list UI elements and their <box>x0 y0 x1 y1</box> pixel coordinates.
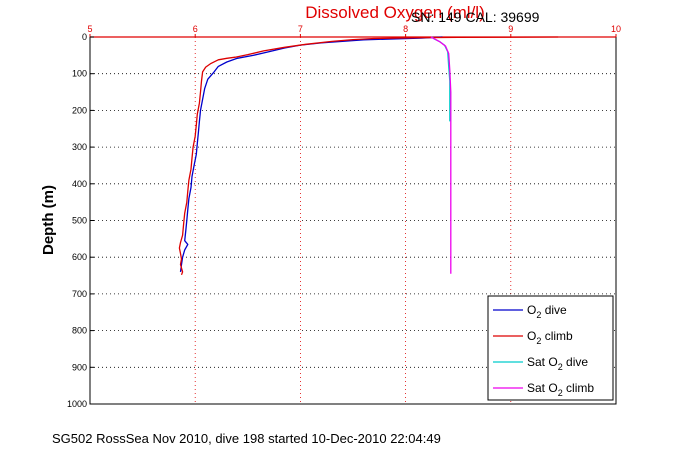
y-axis-label: Depth (m) <box>40 185 57 255</box>
x-tick-label: 5 <box>87 24 92 34</box>
series <box>178 36 559 276</box>
y-tick-label: 400 <box>72 179 87 189</box>
series-line-1 <box>178 36 559 276</box>
x-tick-label: 7 <box>298 24 303 34</box>
legend-entry: Sat O2 dive <box>527 355 588 372</box>
x-tick-label: 10 <box>611 24 621 34</box>
legend-entry: Sat O2 climb <box>527 381 594 398</box>
x-tick-label: 9 <box>508 24 513 34</box>
y-tick-label: 1000 <box>67 399 87 409</box>
y-tick-label: 800 <box>72 326 87 336</box>
x-tick-label: 6 <box>193 24 198 34</box>
chart-subtitle: SN: 149 CAL: 39699 <box>411 9 540 25</box>
y-tick-label: 200 <box>72 105 87 115</box>
y-tick-label: 500 <box>72 216 87 226</box>
series-line-0 <box>179 36 443 272</box>
y-tick-label: 600 <box>72 252 87 262</box>
y-tick-label: 300 <box>72 142 87 152</box>
legend-entry: O2 climb <box>527 329 573 346</box>
y-tick-label: 0 <box>82 32 87 42</box>
chart-title: Dissolved Oxygen (ml/l) <box>305 3 485 22</box>
footer-caption: SG502 RossSea Nov 2010, dive 198 started… <box>52 431 441 446</box>
y-tick-label: 700 <box>72 289 87 299</box>
legend-entry: O2 dive <box>527 303 567 320</box>
x-tick-label: 8 <box>403 24 408 34</box>
y-tick-label: 900 <box>72 362 87 372</box>
legend: O2 dive O2 climb Sat O2 dive Sat O2 climb <box>487 295 614 401</box>
y-tick-label: 100 <box>72 69 87 79</box>
series-line-3 <box>430 36 452 274</box>
legend-box <box>487 295 614 401</box>
